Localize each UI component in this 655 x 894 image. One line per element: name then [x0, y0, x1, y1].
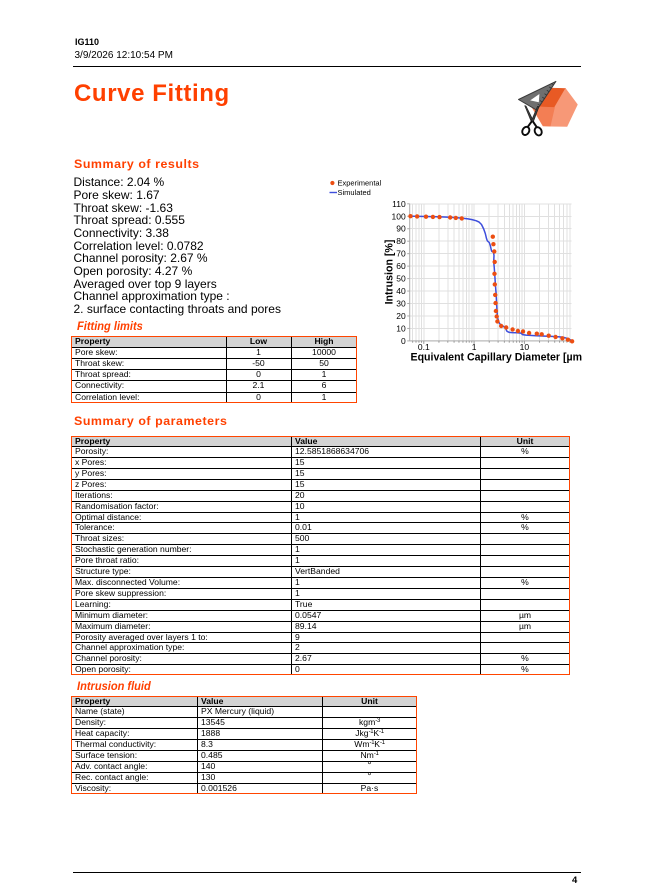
svg-text:70: 70: [396, 249, 406, 259]
svg-text:80: 80: [396, 236, 406, 246]
svg-text:10: 10: [520, 342, 530, 352]
svg-text:0.1: 0.1: [418, 342, 430, 352]
svg-text:90: 90: [396, 224, 406, 234]
svg-text:Equivalent Capillary Diameter: Equivalent Capillary Diameter [µm: [411, 351, 583, 363]
svg-text:1: 1: [472, 342, 477, 352]
svg-text:Simulated: Simulated: [338, 188, 371, 197]
svg-text:20: 20: [396, 311, 406, 321]
svg-text:50: 50: [396, 274, 406, 284]
svg-text:60: 60: [396, 261, 406, 271]
svg-text:10: 10: [396, 323, 406, 333]
svg-text:30: 30: [396, 299, 406, 309]
svg-text:Intrusion [%]: Intrusion [%]: [384, 240, 396, 305]
svg-text:110: 110: [392, 199, 406, 209]
svg-text:40: 40: [396, 286, 406, 296]
svg-text:0: 0: [401, 336, 406, 346]
svg-text:100: 100: [392, 211, 406, 221]
svg-text:Experimental: Experimental: [338, 179, 382, 188]
